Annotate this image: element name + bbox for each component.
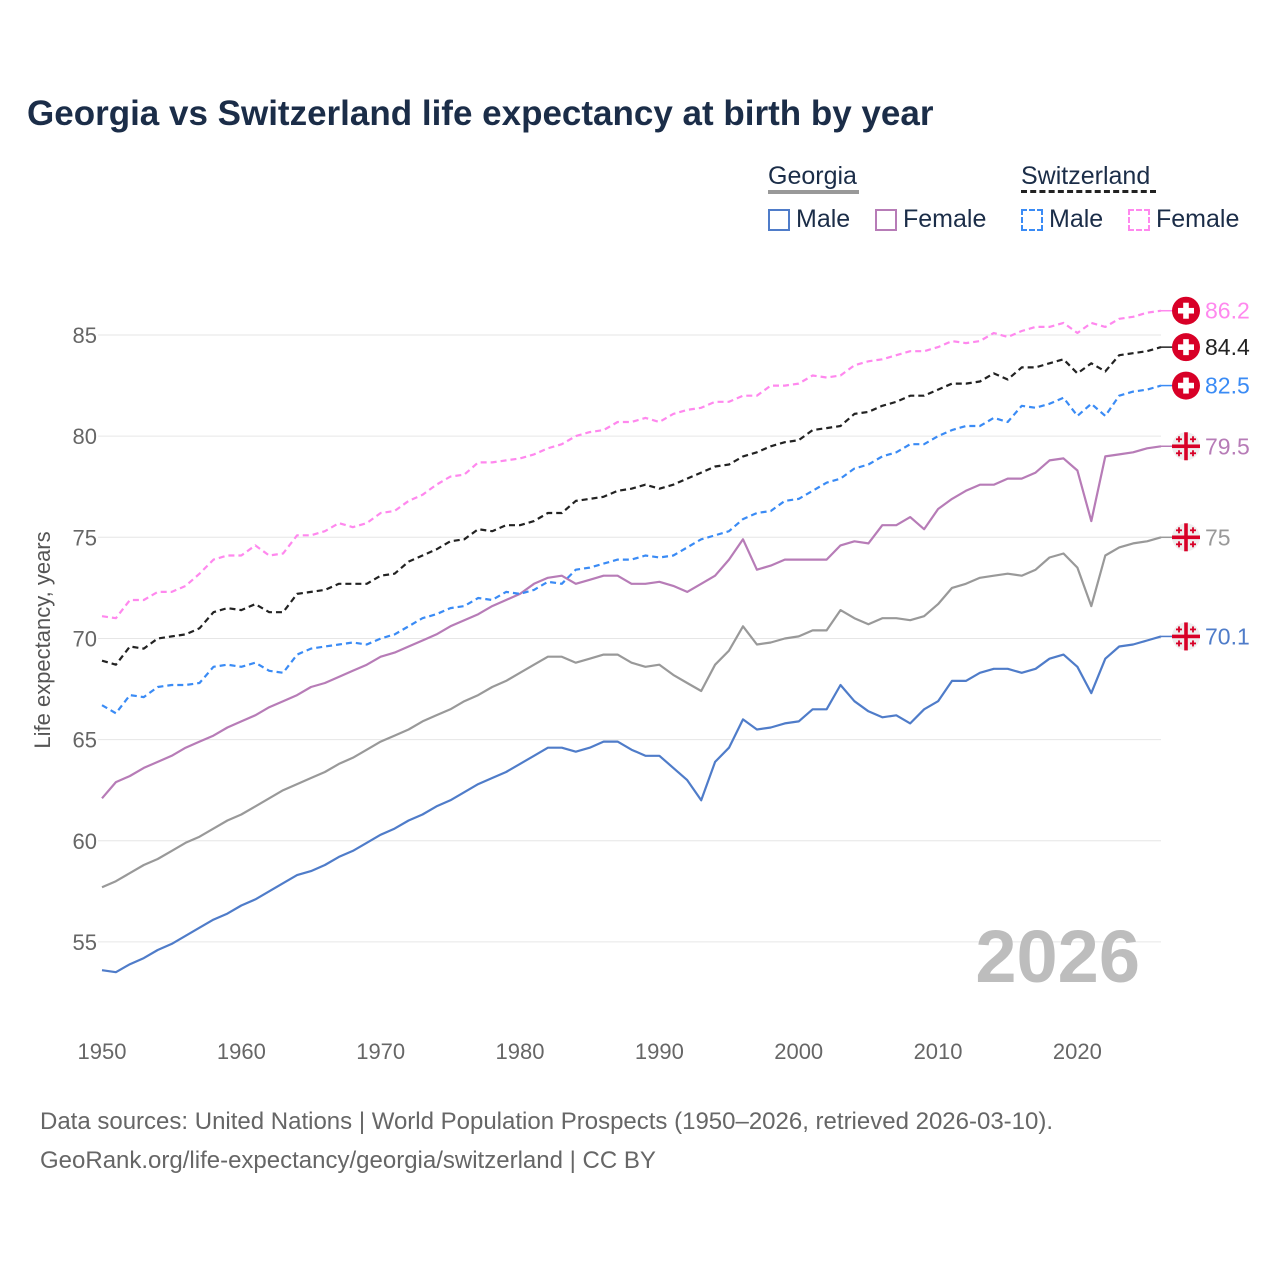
source-line-2: GeoRank.org/life-expectancy/georgia/swit… [40,1147,656,1174]
series-line-georgia [101,536,1162,889]
legend-switzerland-female: Female [1128,205,1239,234]
flag-small-cross [1190,543,1196,546]
legend-label: Male [796,205,851,233]
legend-switzerland-male: Male [1021,205,1103,234]
flag-small-cross [1176,438,1182,441]
series-line-switzerland [101,346,1162,666]
x-tick-label: 1980 [496,1039,545,1064]
y-tick-label: 55 [73,930,97,955]
legend-georgia-female: Female [875,205,986,234]
legend-label: Female [903,205,987,233]
series-line-georgia-female [101,445,1162,800]
series-line-switzerland-female [101,309,1162,620]
flag-small-cross [1190,628,1196,631]
y-tick-label: 80 [73,424,97,449]
series-line-georgia-male [101,635,1162,974]
legend-georgia-underline [768,190,859,194]
legend-label: Male [1049,205,1104,233]
legend-georgia-male: Male [768,205,850,234]
year-watermark: 2026 [975,915,1140,998]
legend-swatch [768,208,790,231]
flag-small-cross [1190,452,1196,455]
y-tick-label: 75 [73,525,97,550]
end-value-label: 82.5 [1205,373,1250,399]
x-tick-label: 1990 [635,1039,684,1064]
switzerland-flag-icon [1172,371,1200,400]
flag-small-cross [1190,438,1196,441]
x-tick-label: 2000 [774,1039,823,1064]
y-tick-label: 60 [73,829,97,854]
legend-group-switzerland: Switzerland [1021,162,1151,190]
flag-small-cross [1176,452,1182,455]
end-value-label: 86.2 [1205,298,1250,324]
georgia-flag-icon [1172,622,1200,651]
chart-title: Georgia vs Switzerland life expectancy a… [27,94,934,133]
switzerland-flag-icon [1172,296,1200,325]
legend-swatch [875,208,897,231]
end-value-label: 79.5 [1205,433,1250,459]
georgia-flag-icon [1172,432,1200,461]
end-value-label: 84.4 [1205,334,1250,360]
x-tick-label: 1970 [356,1039,405,1064]
flag-small-cross [1176,543,1182,546]
end-value-label: 75 [1205,524,1231,550]
flag-small-cross [1190,642,1196,645]
source-line-1: Data sources: United Nations | World Pop… [40,1108,1054,1135]
georgia-flag-icon [1172,523,1200,552]
series-line-switzerland-male [101,384,1162,715]
switzerland-flag-icon [1172,333,1200,362]
legend-label: Female [1156,205,1240,233]
flag-cross [1178,382,1194,389]
flag-cross [1172,444,1200,449]
x-tick-label: 1950 [78,1039,127,1064]
flag-cross [1178,307,1194,314]
y-tick-label: 70 [73,626,97,651]
flag-cross [1172,535,1200,540]
flag-small-cross [1176,529,1182,532]
y-axis-label: Life expectancy, years [30,531,55,748]
x-tick-label: 2010 [914,1039,963,1064]
y-tick-label: 65 [73,728,97,753]
end-value-label: 70.1 [1205,623,1250,649]
flag-cross [1178,344,1194,350]
legend-switzerland-underline [1021,190,1156,193]
flag-small-cross [1176,628,1182,631]
legend-group-georgia: Georgia [768,162,857,190]
x-tick-label: 2020 [1053,1039,1102,1064]
flag-cross [1172,634,1200,639]
legend-swatch [1021,208,1043,231]
x-tick-label: 1960 [217,1039,266,1064]
legend-swatch [1128,208,1150,231]
y-tick-label: 85 [73,323,97,348]
flag-small-cross [1176,642,1182,645]
flag-small-cross [1190,529,1196,532]
